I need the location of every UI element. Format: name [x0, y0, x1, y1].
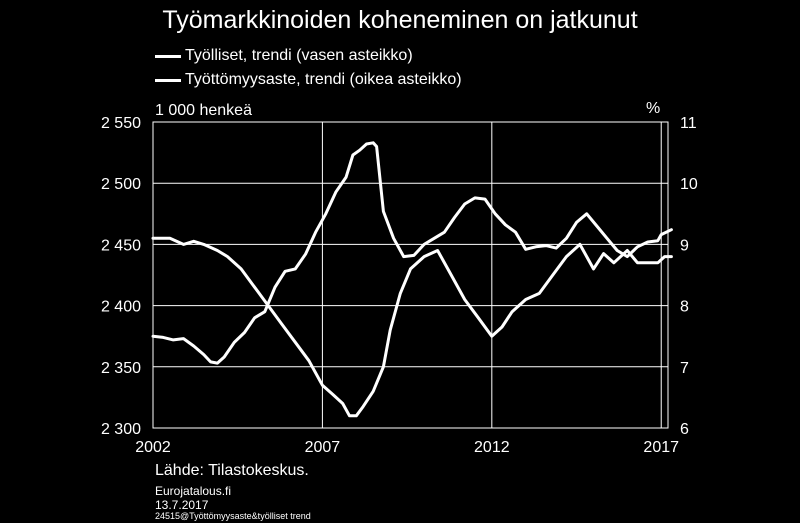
series-line-unemployment — [151, 236, 673, 418]
left-tick-label: 2 350 — [101, 360, 141, 377]
right-axis-unit: % — [646, 100, 661, 117]
source-note: Lähde: Tilastokeskus. — [155, 462, 309, 479]
left-axis-unit: 1 000 henkeä — [155, 102, 252, 119]
right-tick-label: 7 — [680, 360, 689, 377]
legend-label-employed: Työlliset, trendi (vasen asteikko) — [185, 47, 413, 64]
publish-date: 13.7.2017 — [155, 498, 209, 512]
legend-swatch-employed — [155, 54, 181, 58]
left-tick-label: 2 450 — [101, 237, 141, 254]
right-tick-label: 10 — [680, 176, 698, 193]
left-tick-label: 2 500 — [101, 176, 141, 193]
left-tick-label: 2 550 — [101, 115, 141, 132]
x-tick-label: 2017 — [643, 439, 679, 456]
plot-frame — [152, 121, 669, 429]
x-tick-label: 2002 — [135, 439, 171, 456]
chart-code: 24515@Työttömyysaste&työlliset trend — [155, 511, 311, 521]
series-line-employed — [151, 141, 673, 365]
legend: Työlliset, trendi (vasen asteikko) Tyött… — [155, 44, 462, 92]
x-tick-label: 2007 — [305, 439, 341, 456]
legend-item-unemployment: Työttömyysaste, trendi (oikea asteikko) — [155, 68, 462, 92]
site-name: Eurojatalous.fi — [155, 484, 232, 498]
right-tick-label: 8 — [680, 299, 689, 316]
legend-label-unemployment: Työttömyysaste, trendi (oikea asteikko) — [185, 71, 462, 88]
chart-title: Työmarkkinoiden koheneminen on jatkunut — [162, 6, 638, 34]
left-tick-label: 2 400 — [101, 299, 141, 316]
left-tick-label: 2 300 — [101, 421, 141, 438]
right-tick-label: 9 — [680, 237, 689, 254]
right-tick-label: 6 — [680, 421, 689, 438]
legend-item-employed: Työlliset, trendi (vasen asteikko) — [155, 44, 462, 68]
right-tick-label: 11 — [680, 115, 697, 132]
x-tick-label: 2012 — [474, 439, 510, 456]
legend-swatch-unemployment — [155, 78, 181, 82]
